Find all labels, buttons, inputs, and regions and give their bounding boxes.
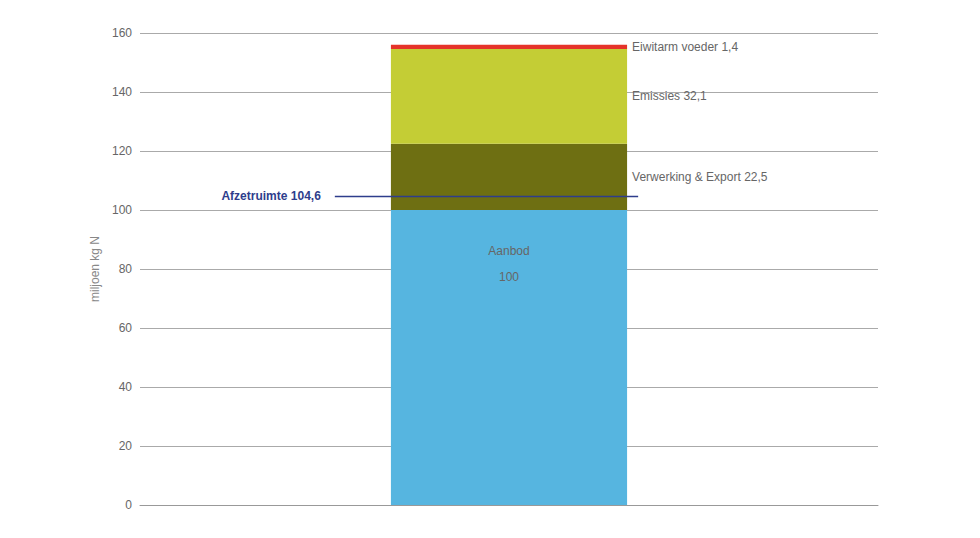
svg-text:Emissies 32,1: Emissies 32,1 [632,89,707,103]
svg-text:0: 0 [125,498,132,512]
svg-text:120: 120 [112,144,132,158]
svg-text:miljoen kg N: miljoen kg N [88,236,102,302]
svg-text:160: 160 [112,26,132,40]
svg-text:140: 140 [112,85,132,99]
svg-text:100: 100 [112,203,132,217]
svg-text:80: 80 [119,262,133,276]
svg-text:60: 60 [119,321,133,335]
svg-text:100: 100 [499,270,519,284]
svg-text:Eiwitarm voeder 1,4: Eiwitarm voeder 1,4 [632,40,738,54]
svg-text:40: 40 [119,380,133,394]
svg-text:20: 20 [119,439,133,453]
svg-text:Verwerking & Export 22,5: Verwerking & Export 22,5 [632,170,768,184]
svg-text:Afzetruimte 104,6: Afzetruimte 104,6 [221,189,321,203]
svg-text:Aanbod: Aanbod [488,244,529,258]
